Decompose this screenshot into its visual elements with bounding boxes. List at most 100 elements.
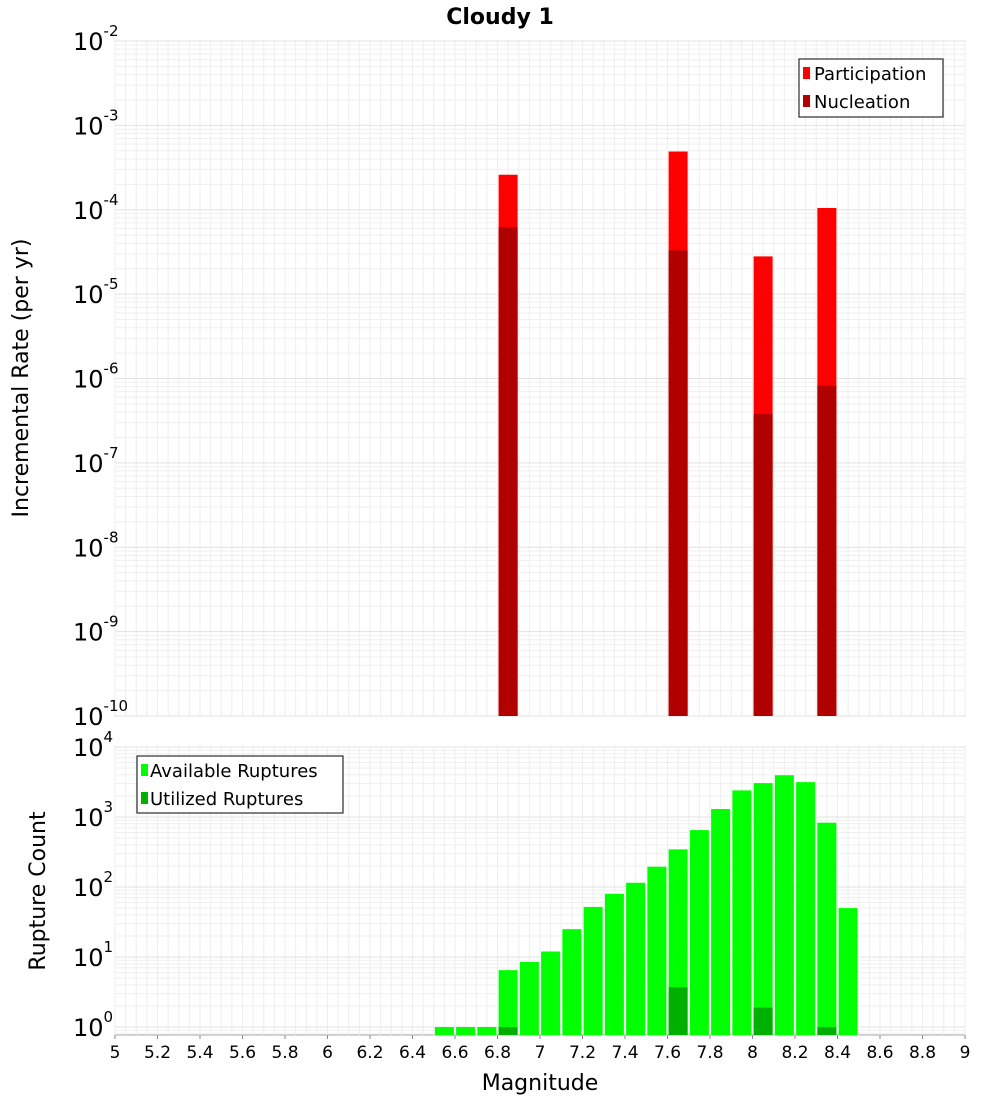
y-tick-base: 10 [73, 281, 104, 309]
x-tick-label: 6.8 [484, 1043, 511, 1063]
bottom-bars [434, 775, 858, 1035]
x-tick-label: 8.8 [909, 1043, 936, 1063]
y-tick-exponent: 3 [104, 798, 114, 816]
bar-available-ruptures [774, 775, 794, 1035]
bottom-legend-box [136, 755, 344, 814]
bar-available-ruptures [519, 961, 539, 1035]
y-tick-label: 100 [73, 1008, 113, 1042]
x-tick-label: 5.6 [229, 1043, 256, 1063]
legend-swatch-available [141, 764, 148, 776]
y-tick-base: 10 [73, 28, 104, 56]
x-tick-label: 8.2 [781, 1043, 808, 1063]
y-tick-label: 10-9 [73, 613, 119, 647]
y-tick-base: 10 [73, 366, 104, 394]
y-tick-label: 10-3 [73, 106, 119, 140]
y-tick-label: 102 [73, 868, 113, 902]
y-tick-label: 103 [73, 798, 113, 832]
y-tick-base: 10 [73, 703, 104, 731]
y-tick-base: 10 [73, 734, 104, 762]
bar-available-ruptures [562, 929, 582, 1035]
y-tick-exponent: -8 [104, 528, 119, 546]
x-tick-label: 7.2 [569, 1043, 596, 1063]
x-axis-label: Magnitude [482, 1071, 599, 1096]
x-tick-label: 5 [110, 1043, 121, 1063]
top-y-axis-label: Incremental Rate (per yr) [9, 239, 34, 518]
y-tick-label: 104 [73, 728, 113, 762]
x-tick-label: 7.4 [611, 1043, 638, 1063]
bar-nucleation [753, 413, 773, 716]
bar-available-ruptures [796, 782, 816, 1035]
y-tick-base: 10 [73, 197, 104, 225]
x-tick-label: 6.2 [356, 1043, 383, 1063]
bottom-legend: Available Ruptures Utilized Ruptures [136, 755, 344, 814]
x-tick-label: 5.2 [144, 1043, 171, 1063]
top-legend-box [798, 58, 944, 118]
bar-utilized-ruptures [753, 1007, 773, 1035]
y-tick-exponent: -4 [104, 191, 119, 209]
legend-swatch-utilized [141, 792, 148, 804]
x-tick-label: 7.6 [654, 1043, 681, 1063]
bar-available-ruptures [626, 882, 646, 1035]
y-tick-base: 10 [73, 450, 104, 478]
bar-available-ruptures [583, 906, 603, 1035]
bar-available-ruptures [477, 1027, 497, 1035]
y-tick-exponent: 0 [104, 1008, 114, 1026]
y-tick-exponent: -5 [104, 275, 119, 293]
x-tick-label: 5.4 [186, 1043, 213, 1063]
y-tick-exponent: -7 [104, 444, 119, 462]
y-tick-label: 10-10 [73, 697, 128, 731]
y-tick-exponent: 4 [104, 728, 114, 746]
bar-available-ruptures [711, 809, 731, 1035]
legend-label-participation: Participation [814, 64, 926, 85]
x-tick-label: 7.8 [696, 1043, 723, 1063]
bar-nucleation [817, 385, 837, 716]
bar-available-ruptures [838, 908, 858, 1035]
bar-available-ruptures [753, 783, 773, 1035]
x-tick-label: 6.4 [399, 1043, 426, 1063]
bar-available-ruptures [817, 822, 837, 1035]
y-tick-exponent: -10 [104, 697, 129, 715]
y-tick-exponent: -9 [104, 613, 119, 631]
x-tick-label: 8 [747, 1043, 758, 1063]
x-tick-label: 8.6 [866, 1043, 893, 1063]
y-tick-label: 101 [73, 938, 113, 972]
y-tick-label: 10-5 [73, 275, 119, 309]
y-tick-label: 10-8 [73, 528, 119, 562]
bottom-x-ticks: 5 5.2 5.4 5.6 5.8 6 6.2 6.4 6.6 6.8 7 7.2 7.4 7.6 7.8 8… [110, 1035, 971, 1063]
x-tick-label: 6 [322, 1043, 333, 1063]
legend-swatch-nucleation [803, 95, 810, 107]
x-tick-label: 8.4 [824, 1043, 851, 1063]
y-tick-base: 10 [73, 619, 104, 647]
bar-available-ruptures [434, 1027, 454, 1035]
bar-nucleation [668, 250, 688, 717]
y-tick-base: 10 [73, 944, 104, 972]
legend-label-utilized: Utilized Ruptures [150, 789, 303, 810]
bar-utilized-ruptures [817, 1027, 837, 1035]
y-tick-exponent: 2 [104, 868, 114, 886]
legend-label-nucleation: Nucleation [814, 92, 910, 113]
bar-available-ruptures [732, 790, 752, 1035]
top-bars [498, 151, 837, 717]
y-tick-exponent: 1 [104, 938, 114, 956]
y-tick-label: 10-6 [73, 360, 119, 394]
y-tick-exponent: -2 [104, 22, 119, 40]
x-tick-label: 6.6 [441, 1043, 468, 1063]
bar-utilized-ruptures [498, 1027, 518, 1035]
y-tick-base: 10 [73, 1014, 104, 1042]
chart-title: Cloudy 1 [446, 5, 554, 30]
bar-available-ruptures [689, 830, 709, 1035]
bar-available-ruptures [456, 1027, 476, 1035]
x-tick-label: 9 [960, 1043, 971, 1063]
legend-swatch-participation [803, 67, 810, 79]
top-grid [114, 40, 966, 717]
bar-available-ruptures [647, 866, 667, 1035]
y-tick-base: 10 [73, 874, 104, 902]
bar-available-ruptures [604, 893, 624, 1035]
y-tick-base: 10 [73, 112, 104, 140]
bar-nucleation [498, 227, 518, 716]
bar-available-ruptures [541, 951, 561, 1035]
legend-label-available: Available Ruptures [150, 761, 318, 782]
